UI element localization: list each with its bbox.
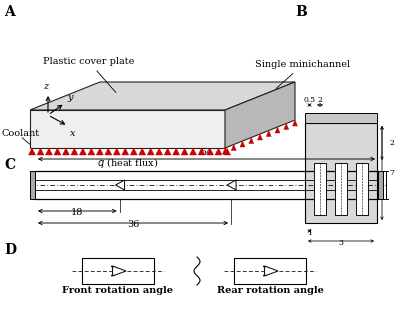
Text: Front rotation angle: Front rotation angle <box>62 286 174 295</box>
Polygon shape <box>249 138 254 144</box>
Polygon shape <box>30 110 225 148</box>
Bar <box>234 258 306 284</box>
Polygon shape <box>71 148 78 155</box>
Polygon shape <box>198 148 205 155</box>
Polygon shape <box>275 127 280 133</box>
Polygon shape <box>190 148 196 155</box>
Polygon shape <box>240 141 245 147</box>
Polygon shape <box>258 134 262 140</box>
Polygon shape <box>130 148 137 155</box>
Text: 2: 2 <box>318 96 322 104</box>
Polygon shape <box>156 148 163 155</box>
Polygon shape <box>215 148 222 155</box>
Polygon shape <box>147 148 154 155</box>
Polygon shape <box>46 148 52 155</box>
Polygon shape <box>37 148 44 155</box>
Bar <box>356 163 368 215</box>
Text: 7: 7 <box>389 169 394 177</box>
Polygon shape <box>224 148 230 155</box>
Bar <box>314 163 326 215</box>
Text: 0.5: 0.5 <box>304 96 316 104</box>
Polygon shape <box>113 266 126 276</box>
Bar <box>305 113 377 123</box>
Text: A: A <box>4 5 15 19</box>
Polygon shape <box>28 148 36 155</box>
Polygon shape <box>231 145 236 151</box>
Polygon shape <box>116 180 125 190</box>
Polygon shape <box>96 148 103 155</box>
Polygon shape <box>105 148 112 155</box>
Text: x: x <box>70 129 76 138</box>
Text: 36: 36 <box>127 220 139 229</box>
Text: 54: 54 <box>200 148 213 157</box>
Polygon shape <box>265 266 278 276</box>
Polygon shape <box>164 148 171 155</box>
Bar <box>378 171 383 199</box>
Text: z: z <box>43 82 48 91</box>
Polygon shape <box>292 120 298 126</box>
Polygon shape <box>79 148 86 155</box>
Polygon shape <box>227 180 236 190</box>
Bar <box>335 163 347 215</box>
Text: 1: 1 <box>307 229 312 237</box>
Bar <box>30 171 35 199</box>
Text: D: D <box>4 243 16 257</box>
Polygon shape <box>284 124 289 130</box>
Polygon shape <box>62 148 70 155</box>
Bar <box>305 123 377 223</box>
Polygon shape <box>206 148 214 155</box>
Text: Single minichannel: Single minichannel <box>256 60 350 89</box>
Text: 18: 18 <box>71 208 84 217</box>
Text: y: y <box>67 93 72 102</box>
Polygon shape <box>54 148 61 155</box>
Text: $q$ (heat flux): $q$ (heat flux) <box>97 156 158 170</box>
Polygon shape <box>225 82 295 148</box>
Text: Rear rotation angle: Rear rotation angle <box>216 286 324 295</box>
Polygon shape <box>113 148 120 155</box>
Polygon shape <box>30 82 295 110</box>
Polygon shape <box>122 148 129 155</box>
Text: Coolant: Coolant <box>2 130 40 139</box>
Polygon shape <box>266 131 271 137</box>
Polygon shape <box>173 148 180 155</box>
Bar <box>82 258 154 284</box>
Text: 3: 3 <box>338 239 344 247</box>
Text: Plastic cover plate: Plastic cover plate <box>43 57 134 93</box>
Text: C: C <box>4 158 15 172</box>
Text: B: B <box>295 5 307 19</box>
Polygon shape <box>181 148 188 155</box>
Text: 2: 2 <box>389 139 394 147</box>
Polygon shape <box>222 148 228 154</box>
Polygon shape <box>139 148 146 155</box>
Polygon shape <box>88 148 95 155</box>
